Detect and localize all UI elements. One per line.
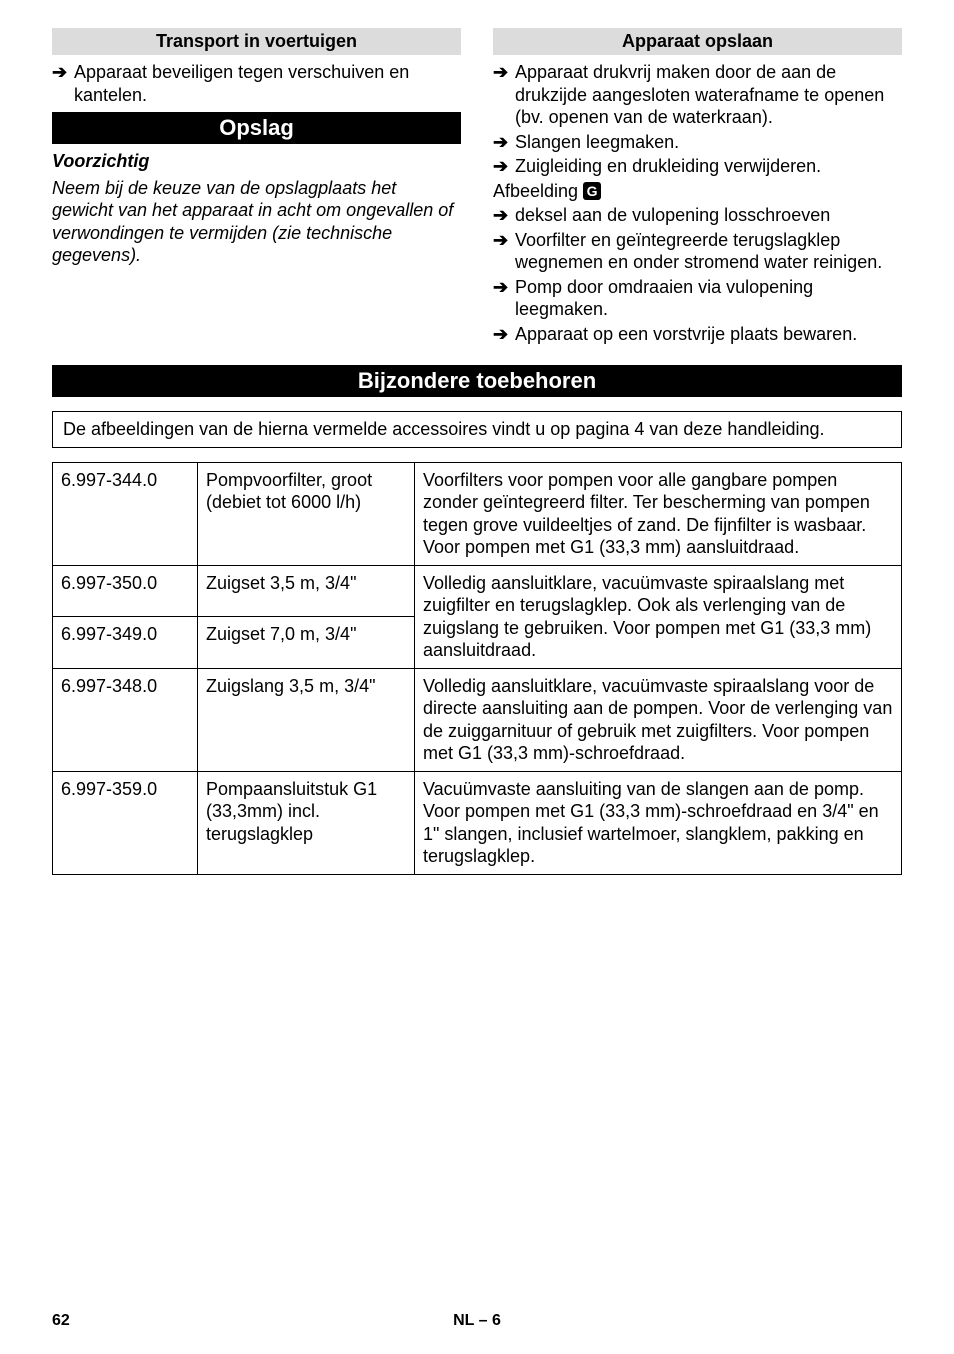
bullet-text: deksel aan de vulopening losschroeven [515,204,902,227]
arrow-icon: ➔ [493,155,515,178]
afbeelding-letter-icon: G [583,182,601,200]
bullet-item: ➔Slangen leegmaken. [493,131,902,154]
voorzichtig-text: Neem bij de keuze van de opslagplaats he… [52,177,461,267]
bullet-text: Pomp door omdraaien via vulopening leegm… [515,276,902,321]
table-cell: 6.997-359.0 [53,771,198,874]
footer-lang-page: NL – 6 [52,1312,902,1330]
arrow-icon: ➔ [493,229,515,252]
table-row: 6.997-350.0 Zuigset 3,5 m, 3/4" Volledig… [53,565,902,617]
table-cell: 6.997-350.0 [53,565,198,617]
heading-bijzondere-toebehoren: Bijzondere toebehoren [52,365,902,397]
bullet-item: ➔Apparaat drukvrij maken door de aan de … [493,61,902,129]
arrow-icon: ➔ [493,276,515,299]
table-cell: 6.997-348.0 [53,668,198,771]
bullet-item: ➔Voorfilter en geïntegreerde terugslagkl… [493,229,902,274]
bullet-item: ➔Zuigleiding en drukleiding verwijderen. [493,155,902,178]
bullet-text: Apparaat beveiligen tegen verschuiven en… [74,61,461,106]
afbeelding-label: Afbeelding [493,181,578,201]
heading-transport: Transport in voertuigen [52,28,461,55]
table-cell: Zuigset 7,0 m, 3/4" [198,617,415,669]
table-cell: 6.997-344.0 [53,462,198,565]
table-cell: 6.997-349.0 [53,617,198,669]
bullet-item: ➔Pomp door omdraaien via vulopening leeg… [493,276,902,321]
heading-apparaat-opslaan: Apparaat opslaan [493,28,902,55]
bullet-item: ➔ Apparaat beveiligen tegen verschuiven … [52,61,461,106]
bullet-text: Apparaat op een vorstvrije plaats beware… [515,323,902,346]
accessories-table: 6.997-344.0 Pompvoorfilter, groot (debie… [52,462,902,875]
table-cell: Zuigset 3,5 m, 3/4" [198,565,415,617]
voorzichtig-label: Voorzichtig [52,150,461,173]
table-cell: Voorfilters voor pompen voor alle gangba… [415,462,902,565]
table-row: 6.997-344.0 Pompvoorfilter, groot (debie… [53,462,902,565]
table-cell: Volledig aansluitklare, vacuümvaste spir… [415,565,902,668]
arrow-icon: ➔ [493,204,515,227]
afbeelding-line: Afbeelding G [493,180,902,203]
table-cell: Volledig aansluitklare, vacuümvaste spir… [415,668,902,771]
bullet-text: Apparaat drukvrij maken door de aan de d… [515,61,902,129]
table-cell: Vacuümvaste aansluiting van de slangen a… [415,771,902,874]
bullet-item: ➔deksel aan de vulopening losschroeven [493,204,902,227]
arrow-icon: ➔ [52,61,74,84]
table-cell: Zuigslang 3,5 m, 3/4" [198,668,415,771]
table-cell: Pompaansluitstuk G1 (33,3mm) incl. terug… [198,771,415,874]
bullet-item: ➔Apparaat op een vorstvrije plaats bewar… [493,323,902,346]
arrow-icon: ➔ [493,323,515,346]
boxed-note: De afbeeldingen van de hierna vermelde a… [52,411,902,448]
heading-opslag: Opslag [52,112,461,144]
bullet-text: Slangen leegmaken. [515,131,902,154]
table-cell: Pompvoorfilter, groot (debiet tot 6000 l… [198,462,415,565]
table-row: 6.997-348.0 Zuigslang 3,5 m, 3/4" Volled… [53,668,902,771]
arrow-icon: ➔ [493,61,515,84]
table-row: 6.997-359.0 Pompaansluitstuk G1 (33,3mm)… [53,771,902,874]
bullet-text: Zuigleiding en drukleiding verwijderen. [515,155,902,178]
page-footer: 62 NL – 6 [52,1312,902,1330]
arrow-icon: ➔ [493,131,515,154]
bullet-text: Voorfilter en geïntegreerde terugslagkle… [515,229,902,274]
